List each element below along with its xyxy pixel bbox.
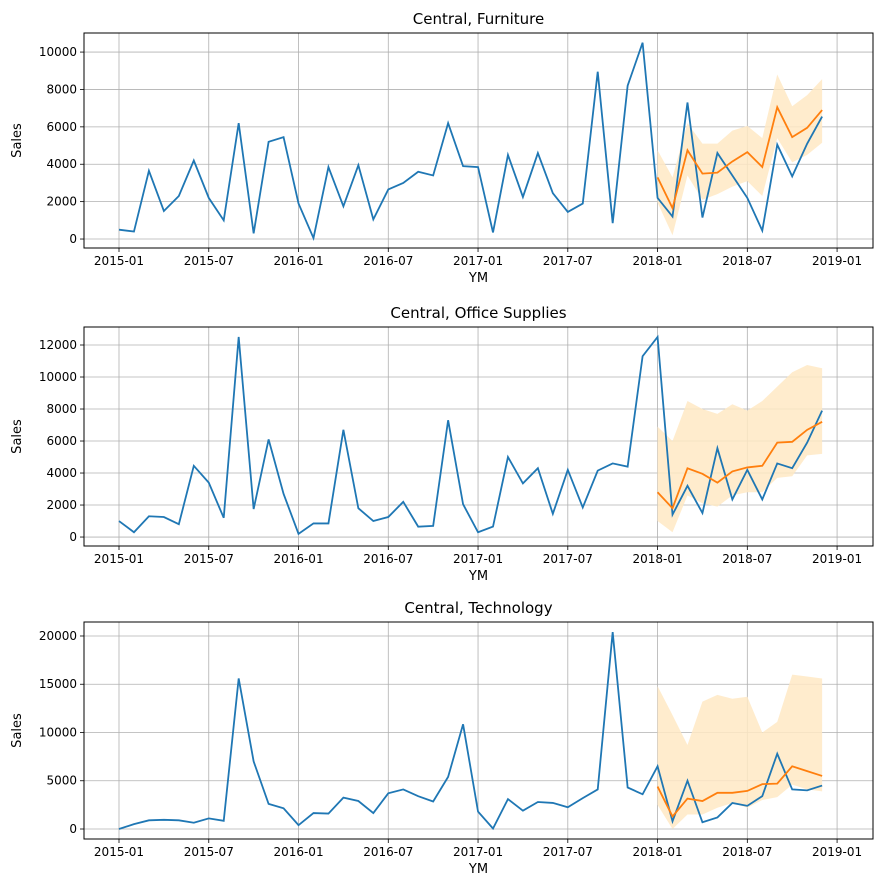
- subplot-0: 2015-01 2015-07 2016-01 2016-07 2017-01 2017-…: [10, 10, 874, 286]
- x-tick-label: 2018-07: [722, 845, 772, 859]
- actual-sales-line: [118, 42, 823, 242]
- actual-sales-line: [118, 334, 823, 536]
- x-tick-label: 2015-07: [184, 552, 234, 566]
- x-tick-label: 2015-07: [184, 845, 234, 859]
- x-tick-label: 2019-01: [812, 254, 862, 268]
- x-tick-label: 2017-07: [543, 552, 593, 566]
- x-axis-label: YM: [468, 862, 488, 877]
- y-tick-label: 0: [69, 530, 77, 544]
- y-axis-label: Sales: [10, 419, 25, 454]
- y-tick-label: 10000: [39, 45, 77, 59]
- y-tick-label: 6000: [46, 120, 77, 134]
- x-tick-label: 2015-07: [184, 254, 234, 268]
- x-tick-label: 2017-01: [453, 845, 503, 859]
- x-tick-label: 2017-01: [453, 552, 503, 566]
- y-axis-label: Sales: [10, 713, 25, 748]
- y-tick-label: 12000: [39, 338, 77, 352]
- x-tick-label: 2018-01: [632, 552, 682, 566]
- confidence-band: [657, 674, 823, 830]
- x-tick-label: 2016-07: [363, 845, 413, 859]
- chart-title: Central, Technology: [404, 599, 552, 617]
- y-tick-label: 15000: [39, 677, 77, 691]
- y-tick-label: 2000: [46, 195, 77, 209]
- chart-title: Central, Furniture: [413, 10, 545, 28]
- axes-frame: [83, 621, 874, 840]
- y-tick-label: 10000: [39, 370, 77, 384]
- forecast-line: [656, 765, 823, 819]
- x-tick-label: 2016-07: [363, 254, 413, 268]
- subplot-2: 2015-01 2015-07 2016-01 2016-07 2017-01 2017-…: [10, 599, 874, 877]
- x-tick-label: 2019-01: [812, 552, 862, 566]
- y-tick-label: 6000: [46, 434, 77, 448]
- forecast-line: [656, 421, 823, 510]
- actual-sales-line: [118, 632, 823, 831]
- x-tick-label: 2018-07: [722, 552, 772, 566]
- y-tick-label: 4000: [46, 466, 77, 480]
- subplot-1: 2015-01 2015-07 2016-01 2016-07 2017-01 2017-…: [10, 304, 874, 584]
- x-axis-label: YM: [468, 271, 488, 286]
- y-tick-label: 0: [69, 822, 77, 836]
- x-tick-label: 2016-07: [363, 552, 413, 566]
- x-tick-label: 2018-01: [632, 845, 682, 859]
- chart-title: Central, Office Supplies: [390, 304, 566, 322]
- y-tick-label: 8000: [46, 82, 77, 96]
- forecast-line: [656, 104, 823, 211]
- x-tick-label: 2018-07: [722, 254, 772, 268]
- axes-frame: [83, 32, 874, 249]
- x-tick-label: 2017-07: [543, 254, 593, 268]
- x-axis-label: YM: [468, 569, 488, 584]
- y-tick-label: 0: [69, 232, 77, 246]
- confidence-band: [657, 365, 823, 533]
- x-tick-label: 2019-01: [812, 845, 862, 859]
- x-tick-label: 2015-01: [94, 552, 144, 566]
- x-tick-label: 2017-07: [543, 845, 593, 859]
- x-tick-label: 2016-01: [273, 254, 323, 268]
- x-tick-label: 2016-01: [273, 845, 323, 859]
- y-tick-label: 2000: [46, 498, 77, 512]
- y-axis-label: Sales: [10, 123, 25, 158]
- x-tick-label: 2016-01: [273, 552, 323, 566]
- axes-frame: [83, 326, 874, 547]
- y-tick-label: 4000: [46, 157, 77, 171]
- x-tick-label: 2015-01: [94, 845, 144, 859]
- x-tick-label: 2018-01: [632, 254, 682, 268]
- confidence-band: [657, 74, 823, 236]
- y-tick-label: 20000: [39, 629, 77, 643]
- y-tick-label: 5000: [46, 774, 77, 788]
- x-tick-label: 2017-01: [453, 254, 503, 268]
- y-tick-label: 8000: [46, 402, 77, 416]
- x-tick-label: 2015-01: [94, 254, 144, 268]
- y-tick-label: 10000: [39, 725, 77, 739]
